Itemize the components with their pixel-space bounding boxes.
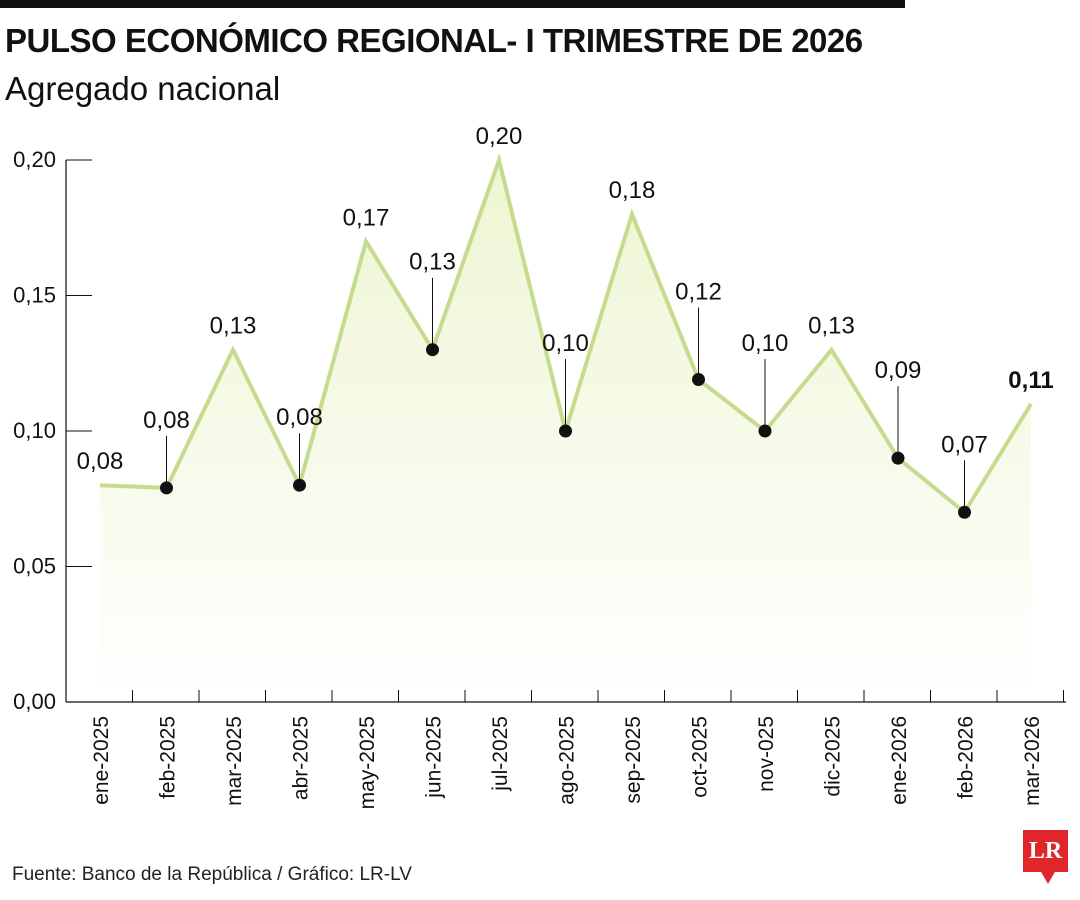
y-tick-label: 0,10 [13,418,56,443]
source-note: Fuente: Banco de la República / Gráfico:… [12,864,412,885]
data-label: 0,13 [808,313,855,340]
x-category-label: jun-2025 [423,716,446,799]
data-label: 0,09 [875,357,922,384]
x-category-label: dic-2025 [822,716,845,797]
data-point-marker [426,343,439,357]
lr-logo: LR [1023,830,1068,872]
chart-title: PULSO ECONÓMICO REGIONAL- I TRIMESTRE DE… [5,22,863,59]
data-label: 0,08 [143,407,190,434]
data-label: 0,07 [941,431,988,458]
data-point-marker [958,505,971,519]
data-label: 0,08 [276,404,323,431]
data-point-marker [891,451,905,465]
data-label: 0,17 [343,204,390,231]
x-category-label: oct-2025 [689,716,712,798]
data-point-marker [160,481,173,495]
data-point-marker [758,424,772,438]
data-label: 0,13 [409,249,456,276]
x-category-label: ago-2025 [556,716,579,805]
x-category-label: nov-025 [755,716,778,792]
top-rule [0,0,905,8]
data-label: 0,20 [476,123,523,150]
x-category-label: feb-2025 [157,716,180,799]
data-label: 0,10 [542,330,589,357]
y-tick-label: 0,15 [13,283,56,308]
data-label: 0,12 [675,279,722,306]
x-category-label: abr-2025 [290,716,313,800]
chart-subtitle: Agregado nacional [5,70,281,107]
x-category-label: jul-2025 [489,716,512,792]
data-label: 0,10 [742,330,789,357]
data-label: 0,08 [77,448,124,475]
x-category-label: sep-2025 [622,716,645,804]
data-label: 0,11 [1008,367,1053,394]
data-point-marker [692,373,705,387]
data-point-marker [293,478,306,492]
x-category-label: mar-2026 [1021,716,1044,806]
x-category-label: mar-2025 [223,716,246,806]
x-category-label: feb-2026 [955,716,978,799]
data-point-marker [559,424,572,438]
y-tick-label: 0,20 [13,147,56,172]
data-label: 0,13 [210,313,257,340]
x-category-label: ene-2026 [888,716,911,805]
lr-logo-tail [1040,870,1056,884]
y-tick-label: 0,05 [13,554,56,579]
y-tick-label: 0,00 [13,689,56,714]
data-label: 0,18 [609,177,656,204]
x-category-label: may-2025 [356,716,379,809]
x-category-label: ene-2025 [90,716,113,805]
